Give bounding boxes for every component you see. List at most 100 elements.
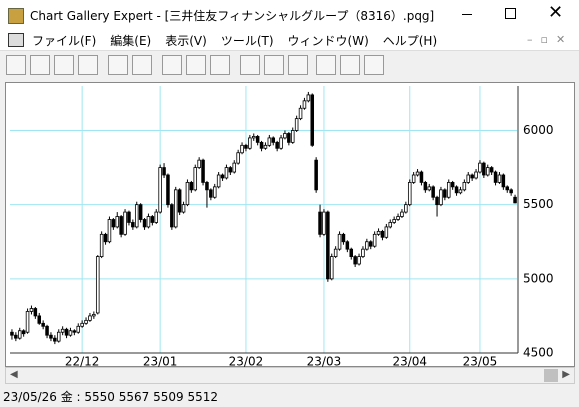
candle-body (119, 216, 123, 235)
y-tick-label: 4500 (523, 346, 554, 360)
candle-body (509, 189, 513, 194)
toolbar-button[interactable] (288, 55, 308, 75)
toolbar-button[interactable] (240, 55, 260, 75)
window-title: Chart Gallery Expert - [三井住友フィナンシャルグループ（… (30, 9, 435, 23)
candle-body (177, 189, 182, 213)
candle-body (478, 162, 482, 173)
candle-body (361, 248, 365, 257)
h-scrollbar[interactable]: ◀ ▶ (5, 367, 575, 384)
candle-body (365, 241, 369, 250)
candle-body (404, 204, 408, 213)
close-button[interactable]: ✕ (548, 2, 564, 23)
candle-body (470, 174, 474, 179)
candle-body (103, 233, 108, 243)
candle-body (72, 330, 77, 333)
candle-body (45, 325, 49, 336)
candle-body (326, 211, 330, 280)
x-tick-label: 22/12 (65, 355, 100, 368)
candle-body (275, 141, 279, 149)
candle-body (505, 186, 510, 191)
y-tick-label: 5500 (523, 197, 554, 211)
candle-body (170, 204, 174, 228)
candle-body (162, 167, 166, 176)
scroll-thumb[interactable] (544, 369, 558, 382)
candle-body (21, 330, 26, 335)
candle-body (10, 331, 14, 336)
mdi-buttons[interactable]: –▫✕ (527, 33, 574, 46)
candle-body (14, 334, 18, 339)
candle-body (419, 171, 424, 183)
candle-body (111, 219, 116, 228)
candle-body (415, 171, 420, 176)
menu-item[interactable]: 表示(V) (165, 34, 207, 48)
candle-body (209, 189, 213, 198)
toolbar-button[interactable] (186, 55, 206, 75)
candle-body (443, 189, 447, 198)
candle-body (146, 216, 151, 228)
x-tick-label: 23/04 (392, 355, 427, 368)
candle-body (411, 174, 416, 183)
toolbar-button[interactable] (210, 55, 230, 75)
candle-body (318, 211, 322, 235)
candle-body (423, 182, 428, 191)
candle-body (380, 230, 385, 238)
menu-item[interactable]: ウィンドウ(W) (287, 34, 369, 48)
candle-body (493, 171, 498, 183)
menu-bar: ファイル(F) 編集(E) 表示(V) ツール(T) ウィンドウ(W) ヘルプ(H) –▫… (0, 30, 579, 51)
toolbar-button[interactable] (340, 55, 360, 75)
candle-body (92, 314, 96, 317)
candle-body (482, 162, 486, 176)
candle-body (251, 136, 256, 139)
candle-body (154, 211, 159, 223)
menu-items: ファイル(F) 編集(E) 表示(V) ツール(T) ウィンドウ(W) ヘルプ(H) (32, 32, 437, 49)
candle-body (400, 211, 404, 217)
maximize-button[interactable] (505, 8, 516, 19)
candle-body (388, 222, 393, 228)
candle-body (501, 174, 506, 188)
candle-body (263, 144, 268, 149)
candle-body (244, 144, 248, 149)
candle-body (357, 256, 361, 265)
candle-body (181, 204, 186, 213)
candle-body (64, 328, 69, 336)
menu-item[interactable]: 編集(E) (110, 34, 152, 48)
toolbar-button[interactable] (108, 55, 128, 75)
candle-body (290, 130, 295, 143)
candle-body (306, 94, 311, 102)
toolbar-button[interactable] (264, 55, 284, 75)
candle-body (435, 196, 439, 206)
candle-body (166, 174, 170, 206)
candle-body (193, 167, 198, 191)
candle-body (123, 211, 127, 235)
toolbar-button[interactable] (54, 55, 74, 75)
candle-body (236, 152, 240, 164)
candle-body (431, 186, 435, 198)
toolbar-button[interactable] (364, 55, 384, 75)
candle-body (349, 248, 354, 257)
candle-body (205, 182, 209, 191)
candle-body (392, 219, 396, 223)
candle-body (56, 331, 61, 342)
toolbar-button[interactable] (30, 55, 50, 75)
candle-body (25, 311, 30, 333)
menu-item[interactable]: ツール(T) (220, 34, 274, 48)
candle-body (95, 256, 100, 314)
toolbar-button[interactable] (316, 55, 336, 75)
candle-body (462, 182, 467, 191)
toolbar-button[interactable] (6, 55, 26, 75)
candle-body (489, 167, 494, 173)
candle-body (322, 211, 326, 235)
candle-body (68, 330, 73, 336)
candle-body (294, 118, 299, 131)
menu-item[interactable]: ファイル(F) (32, 34, 97, 48)
minimize-button[interactable] (462, 14, 472, 15)
candle-body (283, 133, 287, 139)
toolbar-button[interactable] (78, 55, 98, 75)
toolbar-button[interactable] (162, 55, 182, 75)
menu-item[interactable]: ヘルプ(H) (382, 34, 438, 48)
candle-body (407, 182, 412, 206)
candle-body (76, 325, 81, 333)
chart: 4500 5000 5500 6000 22/12 23/01 23/02 23/03 23/0… (10, 86, 554, 368)
toolbar-button[interactable] (132, 55, 152, 75)
candle-body (271, 137, 276, 143)
